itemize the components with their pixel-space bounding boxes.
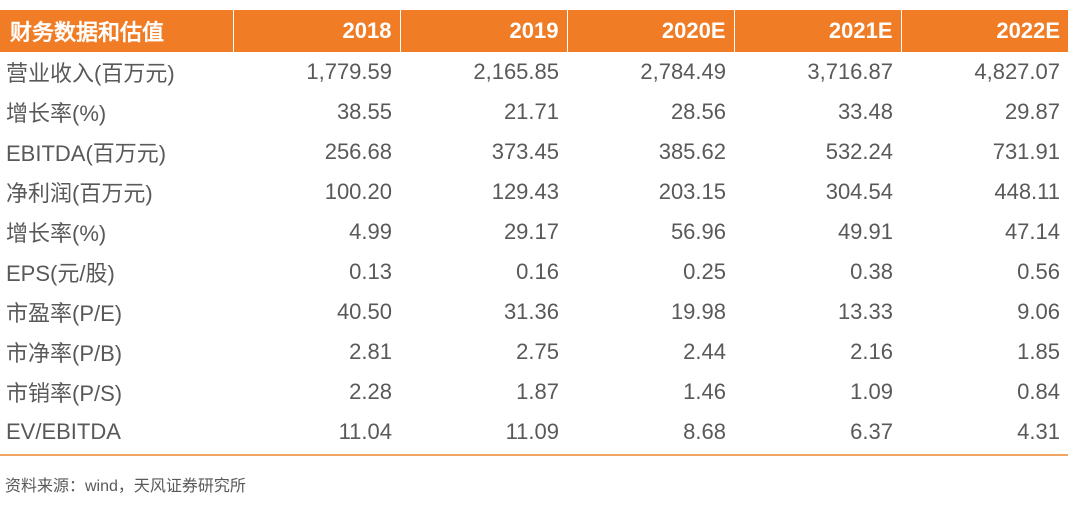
row-value: 47.14	[1004, 219, 1060, 244]
row-value: 0.38	[850, 259, 893, 284]
row-value: 38.55	[336, 99, 392, 124]
row-label: EBITDA(百万元)	[6, 141, 167, 166]
table-row: EPS(元/股) 0.13 0.16 0.25 0.38 0.56	[0, 252, 1068, 292]
row-value: 2.44	[683, 339, 726, 364]
row-label: EV/EBITDA	[6, 419, 121, 444]
row-value: 1.85	[1017, 339, 1060, 364]
table-row: 增长率(%) 4.99 29.17 56.96 49.91 47.14	[0, 212, 1068, 252]
table-bottom-divider	[0, 454, 1068, 456]
row-value: 304.54	[825, 179, 893, 204]
row-label: 净利润(百万元)	[6, 181, 153, 206]
row-value: 11.04	[338, 419, 392, 444]
row-value: 13.33	[837, 299, 893, 324]
row-value: 0.25	[683, 259, 726, 284]
row-value: 100.20	[324, 179, 392, 204]
row-value: 49.91	[837, 219, 893, 244]
row-value: 4,827.07	[974, 59, 1060, 84]
row-value: 448.11	[994, 179, 1060, 204]
table-row: 市净率(P/B) 2.81 2.75 2.44 2.16 1.85	[0, 332, 1068, 372]
row-label: 增长率(%)	[6, 221, 107, 246]
row-value: 373.45	[491, 139, 559, 164]
row-value: 2,784.49	[640, 59, 726, 84]
row-value: 11.09	[505, 419, 559, 444]
table-body: 营业收入(百万元) 1,779.59 2,165.85 2,784.49 3,716.8…	[0, 52, 1068, 452]
header-cell-year: 2018	[232, 10, 400, 52]
row-value: 385.62	[658, 139, 726, 164]
row-value: 8.68	[683, 419, 726, 444]
table-header: 财务数据和估值 2018 2019 2020E 2021E 2022E	[0, 10, 1068, 52]
row-value: 31.36	[503, 299, 559, 324]
row-value: 731.91	[992, 139, 1060, 164]
row-value: 4.99	[349, 219, 392, 244]
row-value: 40.50	[336, 299, 392, 324]
row-label: 增长率(%)	[6, 101, 107, 126]
row-label: 市净率(P/B)	[6, 341, 123, 366]
row-value: 29.17	[503, 219, 559, 244]
row-value: 2.16	[850, 339, 893, 364]
row-label: 市销率(P/S)	[6, 381, 123, 406]
row-value: 0.13	[349, 259, 392, 284]
row-value: 2.75	[516, 339, 559, 364]
row-value: 28.56	[670, 99, 726, 124]
row-value: 0.56	[1017, 259, 1060, 284]
row-value: 203.15	[658, 179, 726, 204]
row-value: 4.31	[1017, 419, 1060, 444]
table-row: 净利润(百万元) 100.20 129.43 203.15 304.54 448.11	[0, 172, 1068, 212]
source-note: 资料来源：wind，天风证券研究所	[5, 478, 246, 495]
row-value: 21.71	[503, 99, 559, 124]
row-value: 9.06	[1017, 299, 1060, 324]
row-value: 6.37	[850, 419, 893, 444]
row-value: 0.16	[516, 259, 559, 284]
row-value: 2.28	[349, 379, 392, 404]
table-row: EBITDA(百万元) 256.68 373.45 385.62 532.24 731.9…	[0, 132, 1068, 172]
row-value: 33.48	[837, 99, 893, 124]
row-value: 3,716.87	[807, 59, 893, 84]
header-cell-year: 2021E	[733, 10, 901, 52]
row-value: 1.46	[683, 379, 726, 404]
row-label: 市盈率(P/E)	[6, 301, 123, 326]
header-cell-title: 财务数据和估值	[0, 10, 233, 52]
table-row: 增长率(%) 38.55 21.71 28.56 33.48 29.87	[0, 92, 1068, 132]
table-row: 市销率(P/S) 2.28 1.87 1.46 1.09 0.84	[0, 372, 1068, 412]
row-value: 29.87	[1004, 99, 1060, 124]
table-row: EV/EBITDA 11.04 11.09 8.68 6.37 4.31	[0, 412, 1068, 452]
header-cell-year: 2019	[399, 10, 567, 52]
row-value: 532.24	[825, 139, 893, 164]
row-value: 19.98	[670, 299, 726, 324]
row-value: 2,165.85	[473, 59, 559, 84]
row-value: 1.87	[516, 379, 559, 404]
row-label: 营业收入(百万元)	[6, 61, 175, 86]
financial-data-table: 财务数据和估值 2018 2019 2020E 2021E 2022E 营业收入(百万元)…	[0, 10, 1068, 452]
row-value: 1,779.59	[306, 59, 392, 84]
row-value: 0.84	[1017, 379, 1060, 404]
row-value: 129.43	[491, 179, 559, 204]
row-value: 1.09	[850, 379, 893, 404]
header-cell-year: 2022E	[900, 10, 1068, 52]
table-row: 市盈率(P/E) 40.50 31.36 19.98 13.33 9.06	[0, 292, 1068, 332]
header-cell-year: 2020E	[566, 10, 734, 52]
row-value: 2.81	[349, 339, 392, 364]
table-row: 营业收入(百万元) 1,779.59 2,165.85 2,784.49 3,716.8…	[0, 52, 1068, 92]
row-label: EPS(元/股)	[6, 261, 115, 286]
table-header-row: 财务数据和估值 2018 2019 2020E 2021E 2022E	[0, 10, 1068, 52]
row-value: 56.96	[670, 219, 726, 244]
row-value: 256.68	[324, 139, 392, 164]
